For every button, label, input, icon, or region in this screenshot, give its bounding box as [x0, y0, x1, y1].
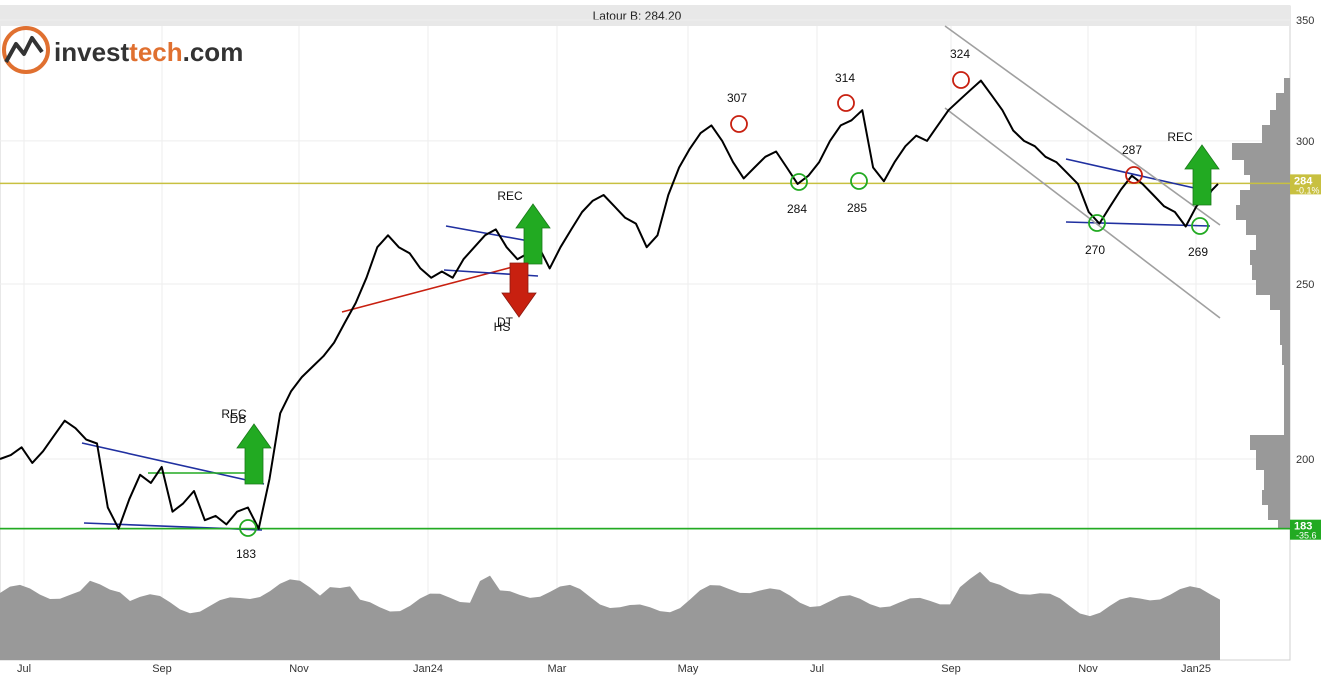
histogram-bar [1278, 520, 1290, 528]
histogram-bar [1232, 143, 1290, 160]
arrow-down-icon [501, 262, 537, 318]
histogram-bar [1256, 235, 1290, 250]
annotation-label: 287 [1122, 143, 1142, 157]
bottom-marker-circle [239, 519, 257, 537]
logo-ring-icon [2, 26, 50, 74]
histogram-bar [1282, 345, 1290, 365]
histogram-bar [1250, 250, 1290, 265]
logo-zigzag-icon [4, 36, 44, 63]
histogram-bar [1240, 190, 1290, 205]
price-series [0, 79, 1219, 530]
x-tick-label: Sep [941, 663, 961, 675]
histogram-bar [1284, 365, 1290, 395]
annotation-label: 314 [835, 71, 855, 85]
x-tick-label: Sep [152, 663, 172, 675]
x-tick-label: Jan24 [413, 663, 443, 675]
x-tick-label: Nov [1078, 663, 1098, 675]
x-tick-label: Nov [289, 663, 309, 675]
top-marker-circle [837, 94, 855, 112]
top-marker-circle [952, 71, 970, 89]
trend-line [81, 442, 265, 485]
annotation-label: 269 [1188, 245, 1208, 259]
annotation-label: 183 [236, 547, 256, 561]
chart-title: Latour B: 284.20 [593, 9, 682, 23]
axes: Jul Sep Nov Jan24 Mar May Jul Sep Nov Jan25 350 300… [17, 15, 1314, 675]
investtech-logo: investtech.com [2, 26, 243, 74]
histogram-bar [1264, 470, 1290, 490]
x-tick-label: Jan25 [1181, 663, 1211, 675]
bottom-marker-circle [1191, 217, 1209, 235]
annotation-label: 307 [727, 91, 747, 105]
histogram-bar [1280, 310, 1290, 345]
x-tick-label: Jul [17, 663, 31, 675]
level-badge [1290, 174, 1321, 195]
annotation-label: 285 [847, 201, 867, 215]
logo-text: investtech.com [54, 37, 243, 67]
arrow-up-icon [1184, 144, 1220, 206]
histogram-bar [1256, 450, 1290, 470]
annotation-label: 270 [1085, 243, 1105, 257]
trend-lines [0, 25, 1290, 531]
signal-label: REC [497, 189, 523, 203]
price-line [0, 79, 1219, 530]
volume-shape [0, 571, 1220, 660]
volume-area [0, 571, 1220, 660]
histogram-bar [1268, 505, 1290, 520]
x-tick-label: Mar [548, 663, 567, 675]
annotation-label: 324 [950, 47, 970, 61]
histogram-bar [1284, 78, 1290, 93]
level-sublabel: -35.6 [1296, 531, 1317, 541]
histogram-bar [1270, 110, 1290, 125]
arrow-up-icon [515, 203, 551, 265]
trend-line [1065, 158, 1213, 193]
histogram-bar [1236, 205, 1290, 220]
y-tick-label: 200 [1296, 454, 1314, 466]
trend-line [944, 25, 1221, 226]
annotation-label: 284 [787, 202, 807, 216]
price-distribution-histogram [1232, 78, 1290, 528]
level-label: 183 [1294, 521, 1312, 533]
plot-area [0, 5, 1291, 661]
signal-label: HS [494, 320, 511, 334]
annotations: 307 314 324 287 284 285 270 269 183 [236, 47, 1209, 561]
signal-label: DB [230, 412, 247, 426]
y-tick-label: 300 [1296, 136, 1314, 148]
bottom-marker-circle [850, 172, 868, 190]
top-marker-circle [730, 115, 748, 133]
y-tick-label: 250 [1296, 279, 1314, 291]
level-sublabel: -0.1% [1296, 185, 1320, 195]
signal-label: REC [221, 407, 247, 421]
bottom-marker-circle [1088, 214, 1106, 232]
x-tick-label: May [678, 663, 699, 675]
grid [0, 19, 1290, 660]
histogram-bar [1284, 395, 1290, 435]
histogram-bar [1262, 490, 1290, 505]
histogram-bar [1262, 125, 1290, 143]
arrow-up-icon [236, 423, 272, 485]
x-tick-label: Jul [810, 663, 824, 675]
trend-line [944, 107, 1221, 319]
histogram-bar [1256, 280, 1290, 295]
signal-label: DT [497, 315, 514, 329]
histogram-bar [1270, 295, 1290, 310]
histogram-bar [1252, 265, 1290, 280]
level-label: 284 [1294, 175, 1313, 187]
y-tick-label: 350 [1296, 15, 1314, 27]
level-badge [1290, 519, 1321, 540]
histogram-bar [1250, 175, 1290, 190]
histogram-bar [1276, 93, 1290, 110]
histogram-bar [1244, 160, 1290, 175]
histogram-bar [1246, 220, 1290, 235]
histogram-bar [1250, 435, 1290, 450]
title-bar [0, 6, 1290, 26]
bottom-marker-circle [790, 173, 808, 191]
signal-label: REC [1167, 130, 1193, 144]
top-marker-circle [1125, 166, 1143, 184]
